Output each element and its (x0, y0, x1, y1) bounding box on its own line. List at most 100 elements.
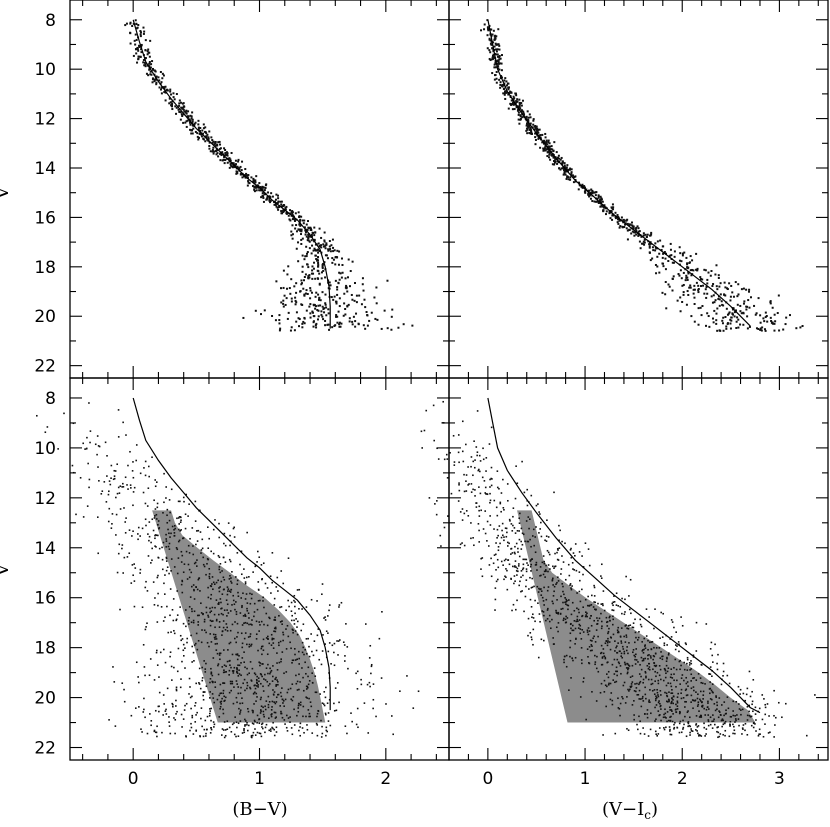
star-point (684, 279, 687, 282)
star-point (693, 284, 696, 287)
star-point (256, 681, 258, 684)
star-point (234, 637, 236, 640)
star-point (347, 258, 350, 261)
star-point (162, 74, 165, 77)
star-point (171, 105, 174, 108)
star-point (541, 610, 544, 612)
star-point (686, 669, 689, 671)
star-point (648, 245, 651, 248)
star-point (323, 245, 326, 248)
star-point (217, 554, 220, 557)
star-point (291, 237, 294, 240)
star-point (311, 244, 314, 247)
star-point (294, 212, 297, 215)
star-point (461, 542, 463, 544)
star-point (708, 708, 710, 710)
star-point (137, 538, 139, 541)
star-point (621, 612, 623, 615)
star-point (235, 601, 237, 603)
star-point (600, 644, 603, 647)
star-point (259, 186, 262, 189)
star-point (175, 112, 178, 115)
star-point (639, 618, 642, 621)
star-point (581, 662, 583, 665)
star-point (544, 149, 547, 152)
star-point (271, 552, 274, 554)
star-point (569, 178, 572, 181)
star-point (606, 673, 608, 675)
star-point (587, 633, 590, 636)
star-point (695, 729, 697, 731)
star-point (474, 459, 476, 461)
star-point (366, 683, 369, 686)
star-point (276, 669, 279, 671)
star-point (518, 98, 521, 101)
star-point (322, 634, 324, 636)
star-point (306, 697, 309, 699)
star-point (231, 682, 234, 685)
star-point (71, 464, 74, 467)
star-point (236, 668, 238, 671)
star-point (116, 463, 119, 466)
star-point (316, 724, 319, 726)
star-point (220, 700, 223, 703)
star-point (333, 642, 336, 645)
star-point (228, 558, 231, 561)
star-point (195, 565, 198, 567)
star-point (801, 325, 804, 328)
star-point (180, 561, 183, 563)
star-point (478, 486, 480, 488)
star-point (226, 152, 229, 155)
star-point (339, 272, 342, 275)
star-point (655, 675, 657, 678)
star-point (323, 691, 326, 693)
star-point (149, 39, 152, 42)
star-point (614, 640, 616, 642)
star-point (164, 91, 167, 94)
star-point (623, 225, 626, 228)
star-point (184, 111, 187, 114)
star-point (696, 269, 699, 272)
star-point (178, 528, 180, 531)
star-point (520, 102, 523, 105)
star-point (270, 713, 273, 716)
star-point (713, 703, 716, 705)
star-point (539, 136, 542, 139)
star-point (191, 132, 194, 135)
star-point (537, 591, 540, 593)
star-point (658, 714, 660, 717)
star-point (661, 636, 664, 638)
star-point (96, 453, 98, 456)
star-point (777, 701, 780, 704)
star-point (511, 552, 514, 554)
star-point (357, 323, 360, 326)
star-point (298, 729, 300, 732)
star-point (548, 153, 551, 156)
star-point (210, 136, 213, 139)
star-point (258, 189, 261, 192)
star-point (637, 636, 640, 639)
star-point (702, 694, 705, 696)
star-point (144, 63, 147, 66)
star-point (631, 664, 634, 667)
star-point (501, 529, 503, 532)
star-point (158, 691, 161, 694)
star-point (597, 670, 600, 673)
star-point (626, 696, 628, 698)
star-point (642, 232, 645, 235)
star-point (805, 734, 808, 737)
star-point (303, 317, 306, 320)
star-point (177, 540, 180, 543)
star-point (325, 243, 328, 246)
star-point (303, 275, 306, 278)
star-point (267, 191, 270, 194)
star-point (654, 730, 657, 733)
star-point (637, 234, 640, 237)
star-point (564, 601, 566, 604)
star-point (296, 680, 299, 683)
star-point (633, 700, 635, 702)
star-point (240, 632, 243, 635)
star-point (664, 691, 666, 694)
star-point (530, 586, 533, 589)
star-point (200, 612, 203, 614)
